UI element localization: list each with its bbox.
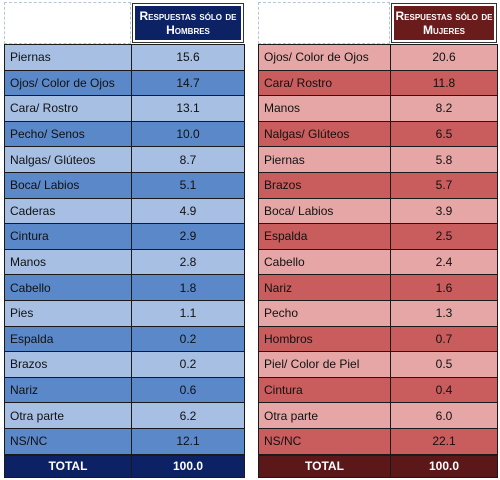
row-value: 5.1	[131, 172, 245, 199]
row-label: Cara/ Rostro	[4, 95, 132, 122]
row-value: 15.6	[131, 44, 245, 71]
row-label: Pies	[4, 300, 132, 327]
row-label: Manos	[4, 248, 132, 276]
row-value: 1.6	[390, 274, 498, 301]
row-label: Espalda	[4, 325, 132, 353]
row-label: Hombros	[258, 325, 391, 353]
row-label: Pecho/ Senos	[4, 120, 132, 148]
row-value: 3.9	[390, 197, 498, 225]
row-value: 5.8	[390, 146, 498, 173]
row-label: Ojos/ Color de Ojos	[258, 44, 391, 71]
row-label: NS/NC	[4, 428, 132, 455]
row-label: Nariz	[258, 274, 391, 301]
total-value: 100.0	[390, 454, 498, 478]
row-label: Manos	[258, 95, 391, 122]
row-label: Ojos/ Color de Ojos	[4, 69, 132, 97]
row-value: 13.1	[131, 95, 245, 122]
row-value: 0.2	[131, 325, 245, 353]
row-label: Otra parte	[258, 402, 391, 429]
row-label: Boca/ Labios	[258, 197, 391, 225]
row-value: 1.1	[131, 300, 245, 327]
row-value: 0.2	[131, 351, 245, 378]
row-value: 20.6	[390, 44, 498, 71]
row-label: Nalgas/ Glúteos	[4, 146, 132, 173]
row-label: Otra parte	[4, 402, 132, 429]
row-value: 5.7	[390, 172, 498, 199]
row-label: Cara/ Rostro	[258, 69, 391, 97]
row-value: 0.4	[390, 376, 498, 404]
total-label: TOTAL	[258, 454, 391, 478]
row-value: 2.9	[131, 223, 245, 250]
row-value: 22.1	[390, 428, 498, 455]
row-value: 0.7	[390, 325, 498, 353]
row-value: 1.8	[131, 274, 245, 301]
row-label: Nalgas/ Glúteos	[258, 120, 391, 148]
row-value: 6.2	[131, 402, 245, 429]
blank-corner	[4, 2, 131, 44]
row-value: 0.5	[390, 351, 498, 378]
row-value: 11.8	[390, 69, 498, 97]
row-label: Piernas	[258, 146, 391, 173]
row-value: 2.4	[390, 248, 498, 276]
row-value: 12.1	[131, 428, 245, 455]
row-value: 14.7	[131, 69, 245, 97]
row-label: NS/NC	[258, 428, 391, 455]
row-value: 8.2	[390, 95, 498, 122]
row-label: Brazos	[258, 172, 391, 199]
row-value: 8.7	[131, 146, 245, 173]
row-label: Cintura	[258, 376, 391, 404]
row-label: Boca/ Labios	[4, 172, 132, 199]
column-header: Respuestas sólo de Mujeres	[391, 3, 497, 43]
row-value: 0.6	[131, 376, 245, 404]
row-label: Caderas	[4, 197, 132, 225]
row-value: 10.0	[131, 120, 245, 148]
row-value: 6.0	[390, 402, 498, 429]
row-value: 4.9	[131, 197, 245, 225]
blank-corner	[258, 2, 390, 44]
column-header: Respuestas sólo de Hombres	[132, 3, 244, 43]
row-label: Espalda	[258, 223, 391, 250]
row-value: 2.8	[131, 248, 245, 276]
row-label: Pecho	[258, 300, 391, 327]
row-label: Cintura	[4, 223, 132, 250]
total-value: 100.0	[131, 454, 245, 478]
row-label: Nariz	[4, 376, 132, 404]
row-value: 2.5	[390, 223, 498, 250]
row-label: Piel/ Color de Piel	[258, 351, 391, 378]
row-value: 1.3	[390, 300, 498, 327]
total-label: TOTAL	[4, 454, 132, 478]
row-label: Piernas	[4, 44, 132, 71]
row-label: Cabello	[4, 274, 132, 301]
row-value: 6.5	[390, 120, 498, 148]
row-label: Cabello	[258, 248, 391, 276]
row-label: Brazos	[4, 351, 132, 378]
